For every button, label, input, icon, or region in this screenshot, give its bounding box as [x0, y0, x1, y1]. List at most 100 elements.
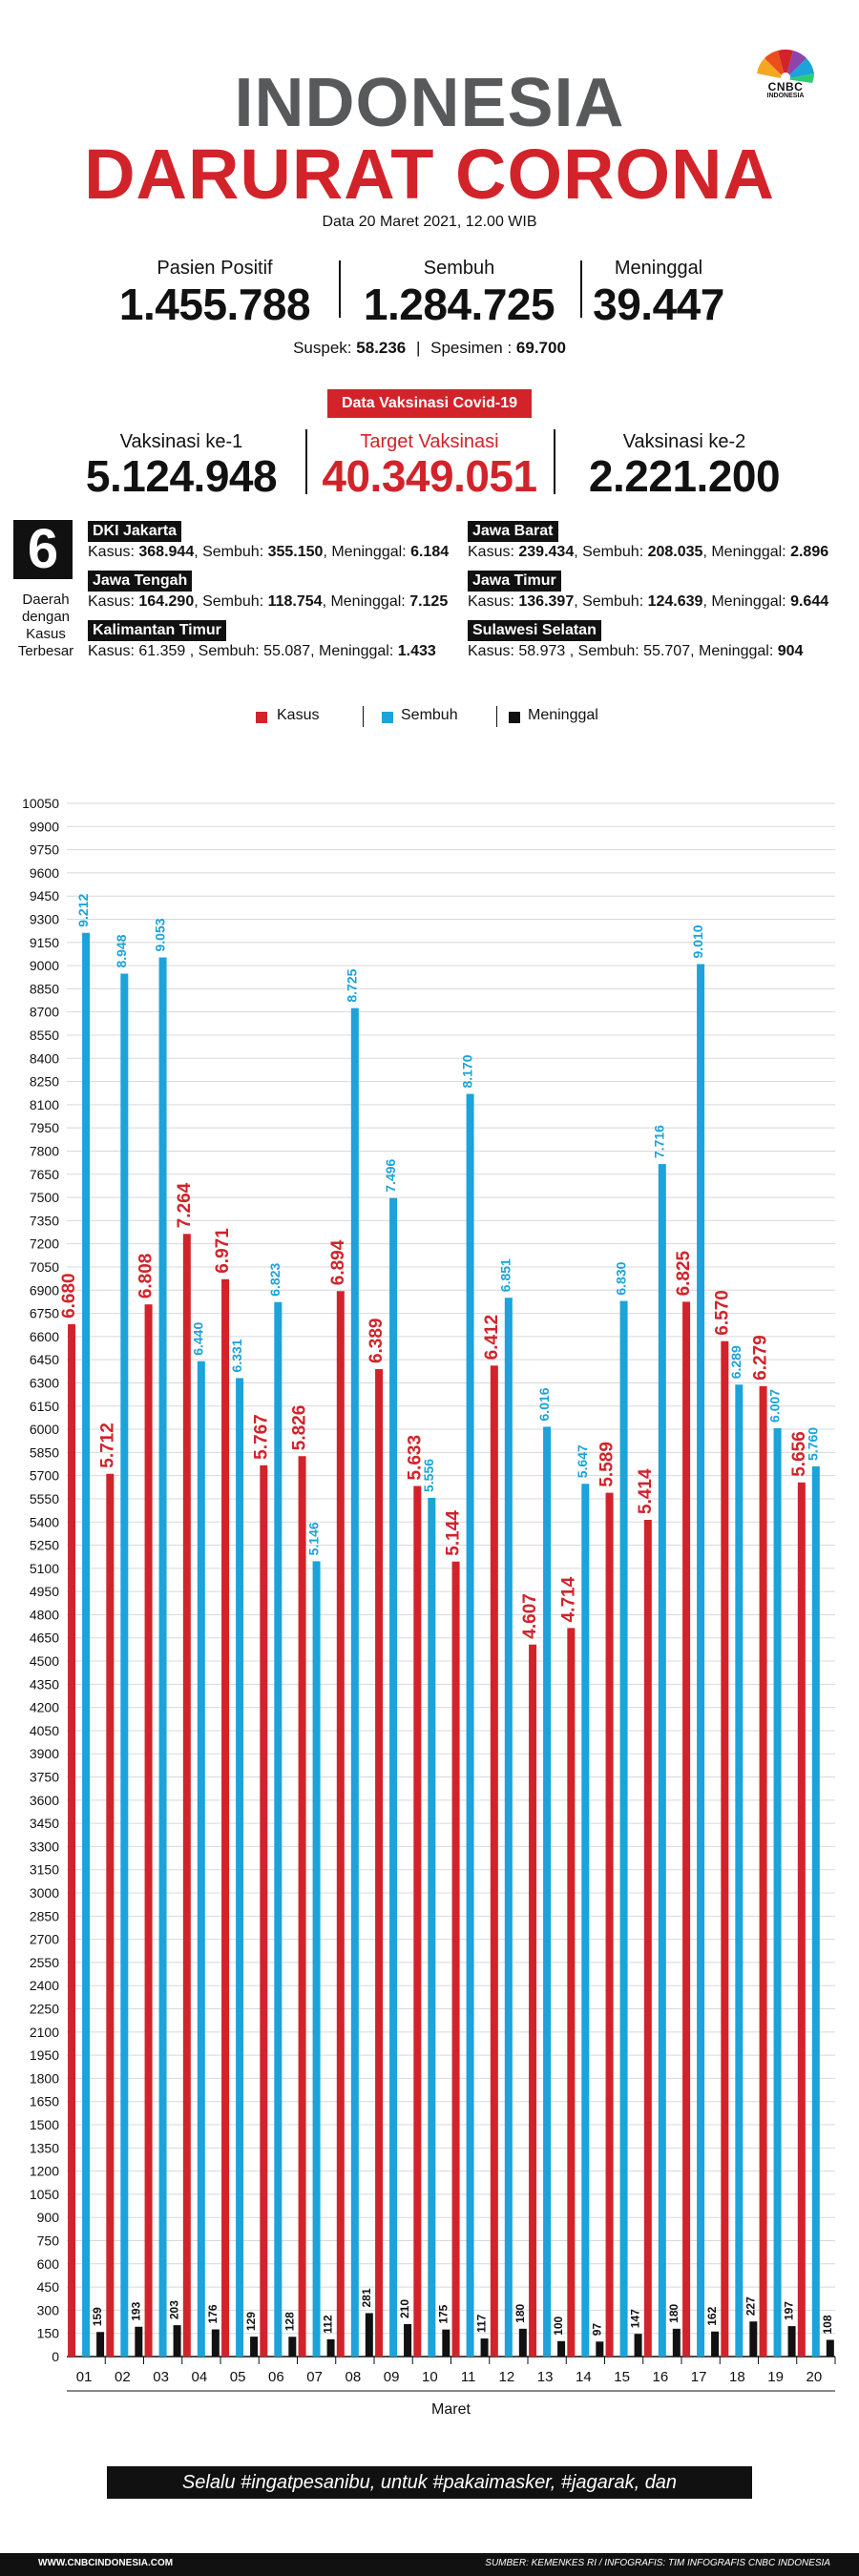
data-label-kasus: 6.971: [213, 1228, 233, 1274]
bar-meninggal: [250, 2337, 259, 2357]
data-label-meninggal: 108: [821, 2315, 834, 2334]
bar-kasus: [605, 1492, 614, 2357]
logo-text: CNBC: [767, 80, 804, 93]
data-label-sembuh: 6.823: [267, 1262, 283, 1296]
y-tick-label: 5700: [30, 1468, 59, 1484]
region-name: Jawa Barat: [468, 521, 558, 542]
data-label-kasus: 5.767: [251, 1414, 271, 1460]
data-label-sembuh: 6.851: [498, 1258, 513, 1292]
bar-sembuh: [120, 973, 129, 2357]
data-label-meninggal: 210: [398, 2299, 411, 2318]
vaksin-divider: [305, 429, 307, 494]
page-title-line1: INDONESIA: [234, 65, 625, 141]
target-vaksin-value: 40.349.051: [322, 451, 537, 501]
spesimen-label: Spesimen :: [430, 339, 513, 357]
legend-label-meninggal: Meninggal: [528, 707, 598, 723]
y-tick-label: 8850: [30, 981, 59, 996]
y-tick-label: 4050: [30, 1723, 59, 1738]
y-tick-label: 3750: [30, 1770, 59, 1785]
region-stats: Kasus: 136.397, Sembuh: 124.639, Meningg…: [468, 593, 829, 610]
y-tick-label: 2250: [30, 2002, 59, 2017]
stat-divider: [339, 260, 341, 318]
footer-banner: Selalu #ingatpesanibu, untuk #pakaimaske…: [107, 2466, 752, 2525]
data-label-sembuh: 9.053: [152, 918, 167, 951]
bar-meninggal: [173, 2325, 181, 2357]
region-block-sulsel: Sulawesi Selatan Kasus: 58.973 , Sembuh:…: [468, 620, 803, 662]
x-tick-label: 16: [653, 2369, 669, 2385]
y-tick-label: 4950: [30, 1584, 59, 1599]
bar-meninggal: [826, 2339, 834, 2357]
y-tick-label: 7350: [30, 1213, 59, 1228]
stat-divider: [580, 260, 582, 318]
y-tick-label: 450: [37, 2279, 60, 2295]
bar-meninggal: [442, 2329, 450, 2357]
y-tick-label: 3450: [30, 1816, 59, 1831]
vaksinasi-badge: Data Vaksinasi Covid-19: [327, 389, 532, 418]
bar-kasus: [490, 1365, 498, 2357]
region-stats: Kasus: 368.944, Sembuh: 355.150, Meningg…: [88, 544, 450, 560]
bar-kasus: [298, 1456, 306, 2357]
region-caption: Daerah dengan Kasus Terbesar: [17, 592, 74, 659]
data-label-meninggal: 129: [244, 2312, 258, 2331]
legend-swatch-sembuh: [382, 712, 393, 723]
y-tick-label: 150: [37, 2326, 60, 2341]
y-tick-label: 8100: [30, 1097, 59, 1112]
y-tick-label: 5550: [30, 1491, 59, 1506]
bar-sembuh: [697, 964, 705, 2357]
legend-label-kasus: Kasus: [277, 707, 320, 723]
x-tick-label: 02: [115, 2369, 131, 2385]
data-label-sembuh: 8.725: [345, 968, 360, 1002]
y-tick-label: 9300: [30, 911, 59, 926]
y-tick-label: 2700: [30, 1932, 59, 1947]
data-label-kasus: 5.414: [636, 1468, 656, 1514]
stat-value-sembuh: 1.284.725: [363, 280, 555, 329]
bar-kasus: [759, 1385, 767, 2357]
data-label-sembuh: 8.948: [114, 934, 129, 967]
y-tick-label: 6450: [30, 1352, 59, 1367]
bar-meninggal: [557, 2340, 566, 2357]
y-tick-label: 4650: [30, 1631, 59, 1646]
legend-divider: [496, 706, 497, 727]
stat-value-positif: 1.455.788: [118, 280, 311, 329]
x-tick-label: 04: [192, 2369, 208, 2385]
y-tick-label: 4200: [30, 1700, 59, 1715]
y-tick-label: 4800: [30, 1607, 59, 1622]
data-label-kasus: 6.389: [367, 1318, 387, 1363]
bar-meninggal: [211, 2329, 220, 2357]
legend-swatch-kasus: [256, 712, 267, 723]
data-label-sembuh: 6.331: [229, 1339, 244, 1372]
suspek-label: Suspek:: [293, 339, 352, 357]
y-tick-label: 300: [37, 2302, 60, 2317]
bar-sembuh: [428, 1497, 436, 2357]
data-label-sembuh: 5.146: [305, 1522, 321, 1555]
vaksin2-value: 2.221.200: [588, 451, 781, 501]
y-tick-label: 7500: [30, 1190, 59, 1205]
data-label-meninggal: 147: [629, 2309, 642, 2328]
data-label-meninggal: 175: [436, 2304, 450, 2323]
bar-sembuh: [543, 1426, 552, 2357]
x-tick-label: 07: [306, 2369, 323, 2385]
y-tick-label: 6000: [30, 1422, 59, 1437]
region-block-jateng: Jawa Tengah Kasus: 164.290, Sembuh: 118.…: [88, 571, 448, 613]
bar-kasus: [221, 1278, 230, 2357]
legend-label-sembuh: Sembuh: [401, 707, 458, 723]
bar-kasus: [68, 1323, 76, 2357]
y-tick-label: 8550: [30, 1028, 59, 1043]
data-label-kasus: 6.279: [751, 1335, 771, 1381]
region-name: Jawa Tengah: [88, 571, 193, 592]
data-label-meninggal: 180: [667, 2303, 681, 2322]
data-label-sembuh: 7.496: [383, 1158, 398, 1192]
y-tick-label: 5400: [30, 1514, 59, 1529]
bar-kasus: [567, 1628, 576, 2357]
y-tick-label: 2550: [30, 1955, 59, 1970]
region-block-jatim: Jawa Timur Kasus: 136.397, Sembuh: 124.6…: [468, 571, 828, 613]
bar-sembuh: [504, 1298, 513, 2357]
y-tick-label: 3900: [30, 1746, 59, 1761]
bar-kasus: [336, 1291, 345, 2357]
data-label-sembuh: 6.289: [728, 1345, 744, 1379]
y-tick-label: 9150: [30, 935, 59, 950]
x-tick-label: 18: [729, 2369, 745, 2385]
y-tick-label: 1050: [30, 2187, 59, 2202]
x-tick-label: 19: [767, 2369, 784, 2385]
bar-sembuh: [389, 1197, 398, 2357]
